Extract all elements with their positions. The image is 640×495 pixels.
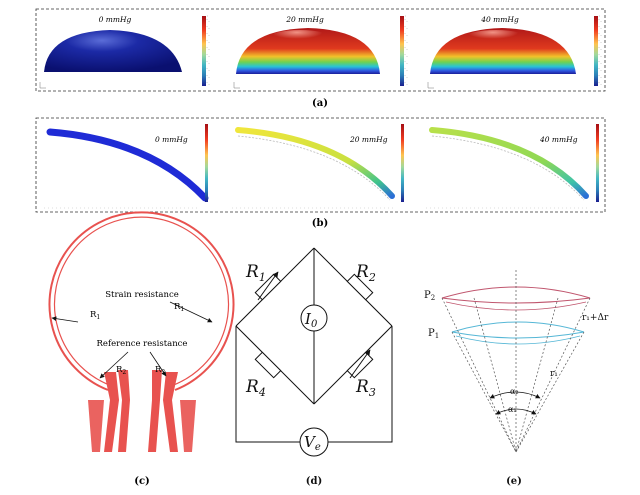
arrow-r2-right [149,351,167,377]
arc-yellow-20 [235,127,395,199]
panel-b-item-20mmhg: 20 mmHg [232,124,404,209]
colorbar-a1-ticks [206,15,210,87]
arc-ref-40 [431,135,585,201]
panel-b-label-0: 0 mmHg [155,135,188,144]
panel-a-label-40: 40 mmHg [480,15,519,24]
p1-label: P1 [428,328,439,340]
lens-p1-mid [451,331,585,339]
angle-alpha1-arc [495,408,537,415]
angle-alpha2-arc [489,391,541,399]
r1-label-e: r₁ [550,369,558,379]
r1-label: R1 [245,262,266,284]
panel-a-item-20mmhg: 20 mmHg [233,15,408,89]
r2-label-right: R2 [155,365,165,376]
bridge-outer-loop [235,326,393,443]
voltmeter [299,427,329,457]
panel-a: 0 mmHg 20 mmHg 40 mmHg (a) [35,8,606,109]
arc-ref-20 [237,135,391,201]
panel-b-item-0mmhg: 0 mmHg [44,124,209,209]
colorbar-a3-ticks [598,15,602,87]
i0-label: I0 [304,310,318,330]
resistor-r3-arrow [349,349,371,379]
alpha2-label: α₂ [510,387,519,396]
lens-p2-top [441,286,591,299]
arc-blue [46,128,209,202]
heat-dome-20-shine [268,30,332,46]
resistor-r4 [254,351,282,379]
reference-resistance-label: Reference resistance [97,339,188,349]
ve-label: Ve [304,433,321,453]
sensor-leads [88,370,196,452]
r1-label-right: R1 [174,302,184,313]
trace-ring-inner [53,216,230,387]
panel-e-labels: P2 P1 r₁+Δr r₁ α₂ α₁ (e) [424,290,609,487]
resistor-r2 [346,273,374,301]
colorbar-a3 [594,16,598,86]
panel-b: 0 mmHg 20 mmHg 40 mmHg (b) [35,117,606,229]
axis-triad-a2 [233,82,240,89]
panel-e [441,270,591,453]
panel-b-label-40: 40 mmHg [539,135,578,144]
panel-b-item-40mmhg: 40 mmHg [426,124,599,209]
colorbar-b1 [205,124,208,202]
p2-label: P2 [424,290,435,302]
panel-e-caption: (e) [506,476,522,487]
r1-label-left: R1 [90,310,100,321]
resistor-r3 [346,351,374,379]
current-source [300,304,328,332]
panel-a-item-40mmhg: 40 mmHg [427,15,602,89]
panel-b-label-20: 20 mmHg [349,135,388,144]
panel-a-label-0: 0 mmHg [99,15,132,24]
arrow-r2-left [99,351,129,379]
colorbar-b3 [596,124,599,202]
heat-dome-40-shine [464,30,528,46]
arrow-r1-right [169,301,213,323]
trace-ring-outer [48,211,235,391]
cone-lines [441,270,591,453]
axis-triad-a1 [39,82,46,89]
r1-plus-delta-label: r₁+Δr [582,313,609,323]
colorbar-a1 [202,16,206,86]
arrow-r1-left [51,316,79,323]
blue-dome [44,30,182,72]
panel-b-caption: (b) [312,218,328,229]
resistor-r1-arrow [257,271,279,301]
axis-triad-a3 [427,82,434,89]
lens-p1-bottom [455,335,581,345]
colorbar-b2 [401,124,404,202]
strain-resistance-label: Strain resistance [105,290,179,300]
r4-label: R4 [245,377,266,399]
colorbar-a2-ticks [404,15,408,87]
r2-label-left: R2 [116,365,126,376]
panel-a-frame [35,8,606,92]
panel-a-item-0mmhg: 0 mmHg [39,15,210,89]
r2-label: R2 [355,262,376,284]
panel-a-caption: (a) [312,98,328,109]
alpha1-label: α₁ [508,405,517,414]
panel-d-caption: (d) [306,476,322,487]
colorbar-a2 [400,16,404,86]
arc-green-40 [429,127,589,199]
panel-d [235,247,393,457]
panel-c: Strain resistance Reference resistance R… [48,211,235,487]
panel-a-label-20: 20 mmHg [285,15,324,24]
r3-label: R3 [355,377,376,399]
lens-p1-top [451,321,585,333]
panel-c-caption: (c) [134,476,150,487]
panel-b-frame [35,117,606,213]
panel-d-labels: R1 R2 R4 R3 I0 Ve (d) [245,262,376,487]
